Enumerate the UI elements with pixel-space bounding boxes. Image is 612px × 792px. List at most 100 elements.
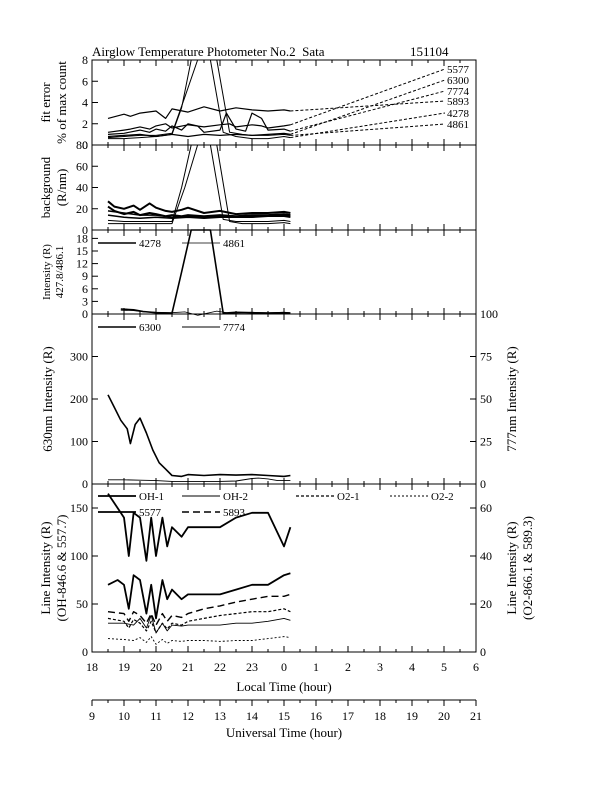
panel-3-legend-label: 4861 [223, 238, 245, 250]
panel-4-legend-label: 7774 [223, 322, 246, 334]
chart-date: 151104 [410, 44, 449, 59]
panel-1-ytick-label: 2 [82, 117, 88, 131]
panel-4-ytick-label: 200 [70, 392, 88, 406]
panel-1-series-line [107, 112, 291, 135]
panel-3-ytick-label: 0 [82, 307, 88, 321]
panel-5-series-line [107, 636, 291, 645]
panel-3-ytick-label: 12 [76, 257, 88, 271]
panel-5-ytick-label: 100 [70, 549, 88, 563]
local-time-tick-label: 20 [150, 660, 162, 674]
title-row: Airglow Temperature Photometer No.2 Sata… [92, 44, 482, 60]
panel-5-legend-label: O2-2 [431, 491, 454, 503]
panel-4-legend-label: 6300 [139, 322, 162, 334]
panel-3-legend-label: 4278 [139, 238, 162, 250]
panel-1-ytick-label: 0 [82, 138, 88, 152]
panel-4-ylabel: 630nm Intensity (R) [40, 346, 55, 451]
panel-4-ytick-right-label: 0 [480, 477, 486, 491]
panel-3-ytick-label: 6 [82, 282, 88, 296]
panel-1-legend-leader [290, 79, 446, 135]
panel-2-ytick-label: 20 [76, 202, 88, 216]
panel-3-ytick-label: 18 [76, 231, 88, 245]
ut-tick-label: 9 [89, 709, 95, 723]
panel-1-legend-label: 5893 [447, 96, 470, 108]
panel-1-legend-label: 4861 [447, 119, 469, 131]
panel-2-series-line [107, 214, 291, 220]
panel-5-ytick-right-label: 60 [480, 501, 492, 515]
panel-2-series-line [108, 144, 291, 225]
panel-1-legend-leader [290, 123, 446, 136]
panel-1-legend-label: 4278 [447, 108, 470, 120]
panel-5-ytick-right-label: 20 [480, 597, 492, 611]
local-time-tick-label: 2 [345, 660, 351, 674]
panel-5-ytick-label: 50 [76, 597, 88, 611]
chart-title: Airglow Temperature Photometer No.2 Sata [92, 44, 325, 59]
panel-4-ytick-label: 0 [82, 477, 88, 491]
panel-1-series-line [107, 106, 291, 119]
panel-2-ylabel: (R/nm) [54, 169, 69, 207]
panel-5-ytick-right-label: 40 [480, 549, 492, 563]
local-time-tick-label: 1 [313, 660, 319, 674]
panel-3-ylabel: 427.8/486.1 [54, 246, 66, 299]
panel-3-ytick-label: 15 [76, 244, 88, 258]
panel-1-ytick-label: 6 [82, 74, 88, 88]
panel-2-ytick-label: 80 [76, 138, 88, 152]
local-time-tick-label: 6 [473, 660, 479, 674]
panel-5-series-line [107, 608, 291, 634]
local-time-axis-label: Local Time (hour) [236, 679, 331, 694]
ut-tick-label: 10 [118, 709, 130, 723]
local-time-tick-label: 21 [182, 660, 194, 674]
panel-5-ytick-label: 0 [82, 645, 88, 659]
panel-2-ytick-label: 60 [76, 159, 88, 173]
ut-tick-label: 19 [406, 709, 418, 723]
local-time-tick-label: 19 [118, 660, 130, 674]
ut-tick-label: 14 [246, 709, 258, 723]
panel-1-legend-leader [290, 68, 446, 126]
ut-axis-label: Universal Time (hour) [226, 725, 342, 740]
panel-4-ytick-right-label: 25 [480, 435, 492, 449]
panel-4-ytick-label: 300 [70, 350, 88, 364]
ut-tick-label: 18 [374, 709, 386, 723]
panel-5-legend-label: OH-2 [223, 491, 248, 503]
panel-5-legend-label: 5893 [223, 507, 246, 519]
panel-5-legend-label: O2-1 [337, 491, 360, 503]
panel-5-ylabel-right: Line Intensity (R) [504, 521, 519, 614]
panel-4-frame [91, 313, 477, 485]
panel-3-series-line [120, 309, 291, 316]
panel-2-series-line [107, 205, 291, 218]
panel-5-ylabel: Line Intensity (R) [38, 521, 53, 614]
local-time-tick-label: 0 [281, 660, 287, 674]
panel-2-series-line [107, 144, 291, 222]
panel-1-legend-leader [290, 100, 446, 112]
panel-5-legend-label: OH-1 [139, 491, 164, 503]
panel-4-ytick-label: 100 [70, 435, 88, 449]
local-time-tick-label: 5 [441, 660, 447, 674]
panel-1-series-line [107, 132, 291, 138]
panel-3-ytick-label: 3 [82, 294, 88, 308]
panel-5-series-line [107, 572, 291, 620]
panel-5-ytick-right-label: 0 [480, 645, 486, 659]
ut-tick-label: 13 [214, 709, 226, 723]
panel-5-legend-label: 5577 [139, 507, 162, 519]
panel-2-ytick-label: 0 [82, 223, 88, 237]
panel-4-ylabel-right: 777nm Intensity (R) [504, 346, 519, 451]
panel-1-ylabel: fit error [38, 82, 53, 123]
panel-1-legend-label: 5577 [447, 64, 470, 76]
ut-tick-label: 12 [182, 709, 194, 723]
local-time-tick-label: 22 [214, 660, 226, 674]
panel-4-series-line [108, 477, 291, 482]
local-time-tick-label: 23 [246, 660, 258, 674]
panel-1-legend-label: 7774 [447, 86, 470, 98]
panel-4-series-line [107, 394, 291, 478]
ut-tick-label: 21 [470, 709, 482, 723]
local-time-tick-label: 4 [409, 660, 415, 674]
ut-tick-label: 17 [342, 709, 354, 723]
panel-4-ytick-right-label: 75 [480, 350, 492, 364]
panel-1-ytick-label: 8 [82, 53, 88, 67]
panel-5-ylabel: (OH-846.6 & 557.7) [54, 515, 69, 622]
local-time-tick-label: 18 [86, 660, 98, 674]
panel-4-ytick-right-label: 50 [480, 392, 492, 406]
panel-1-ylabel: % of max count [54, 61, 69, 144]
panel-4-ytick-right-label: 100 [480, 307, 498, 321]
